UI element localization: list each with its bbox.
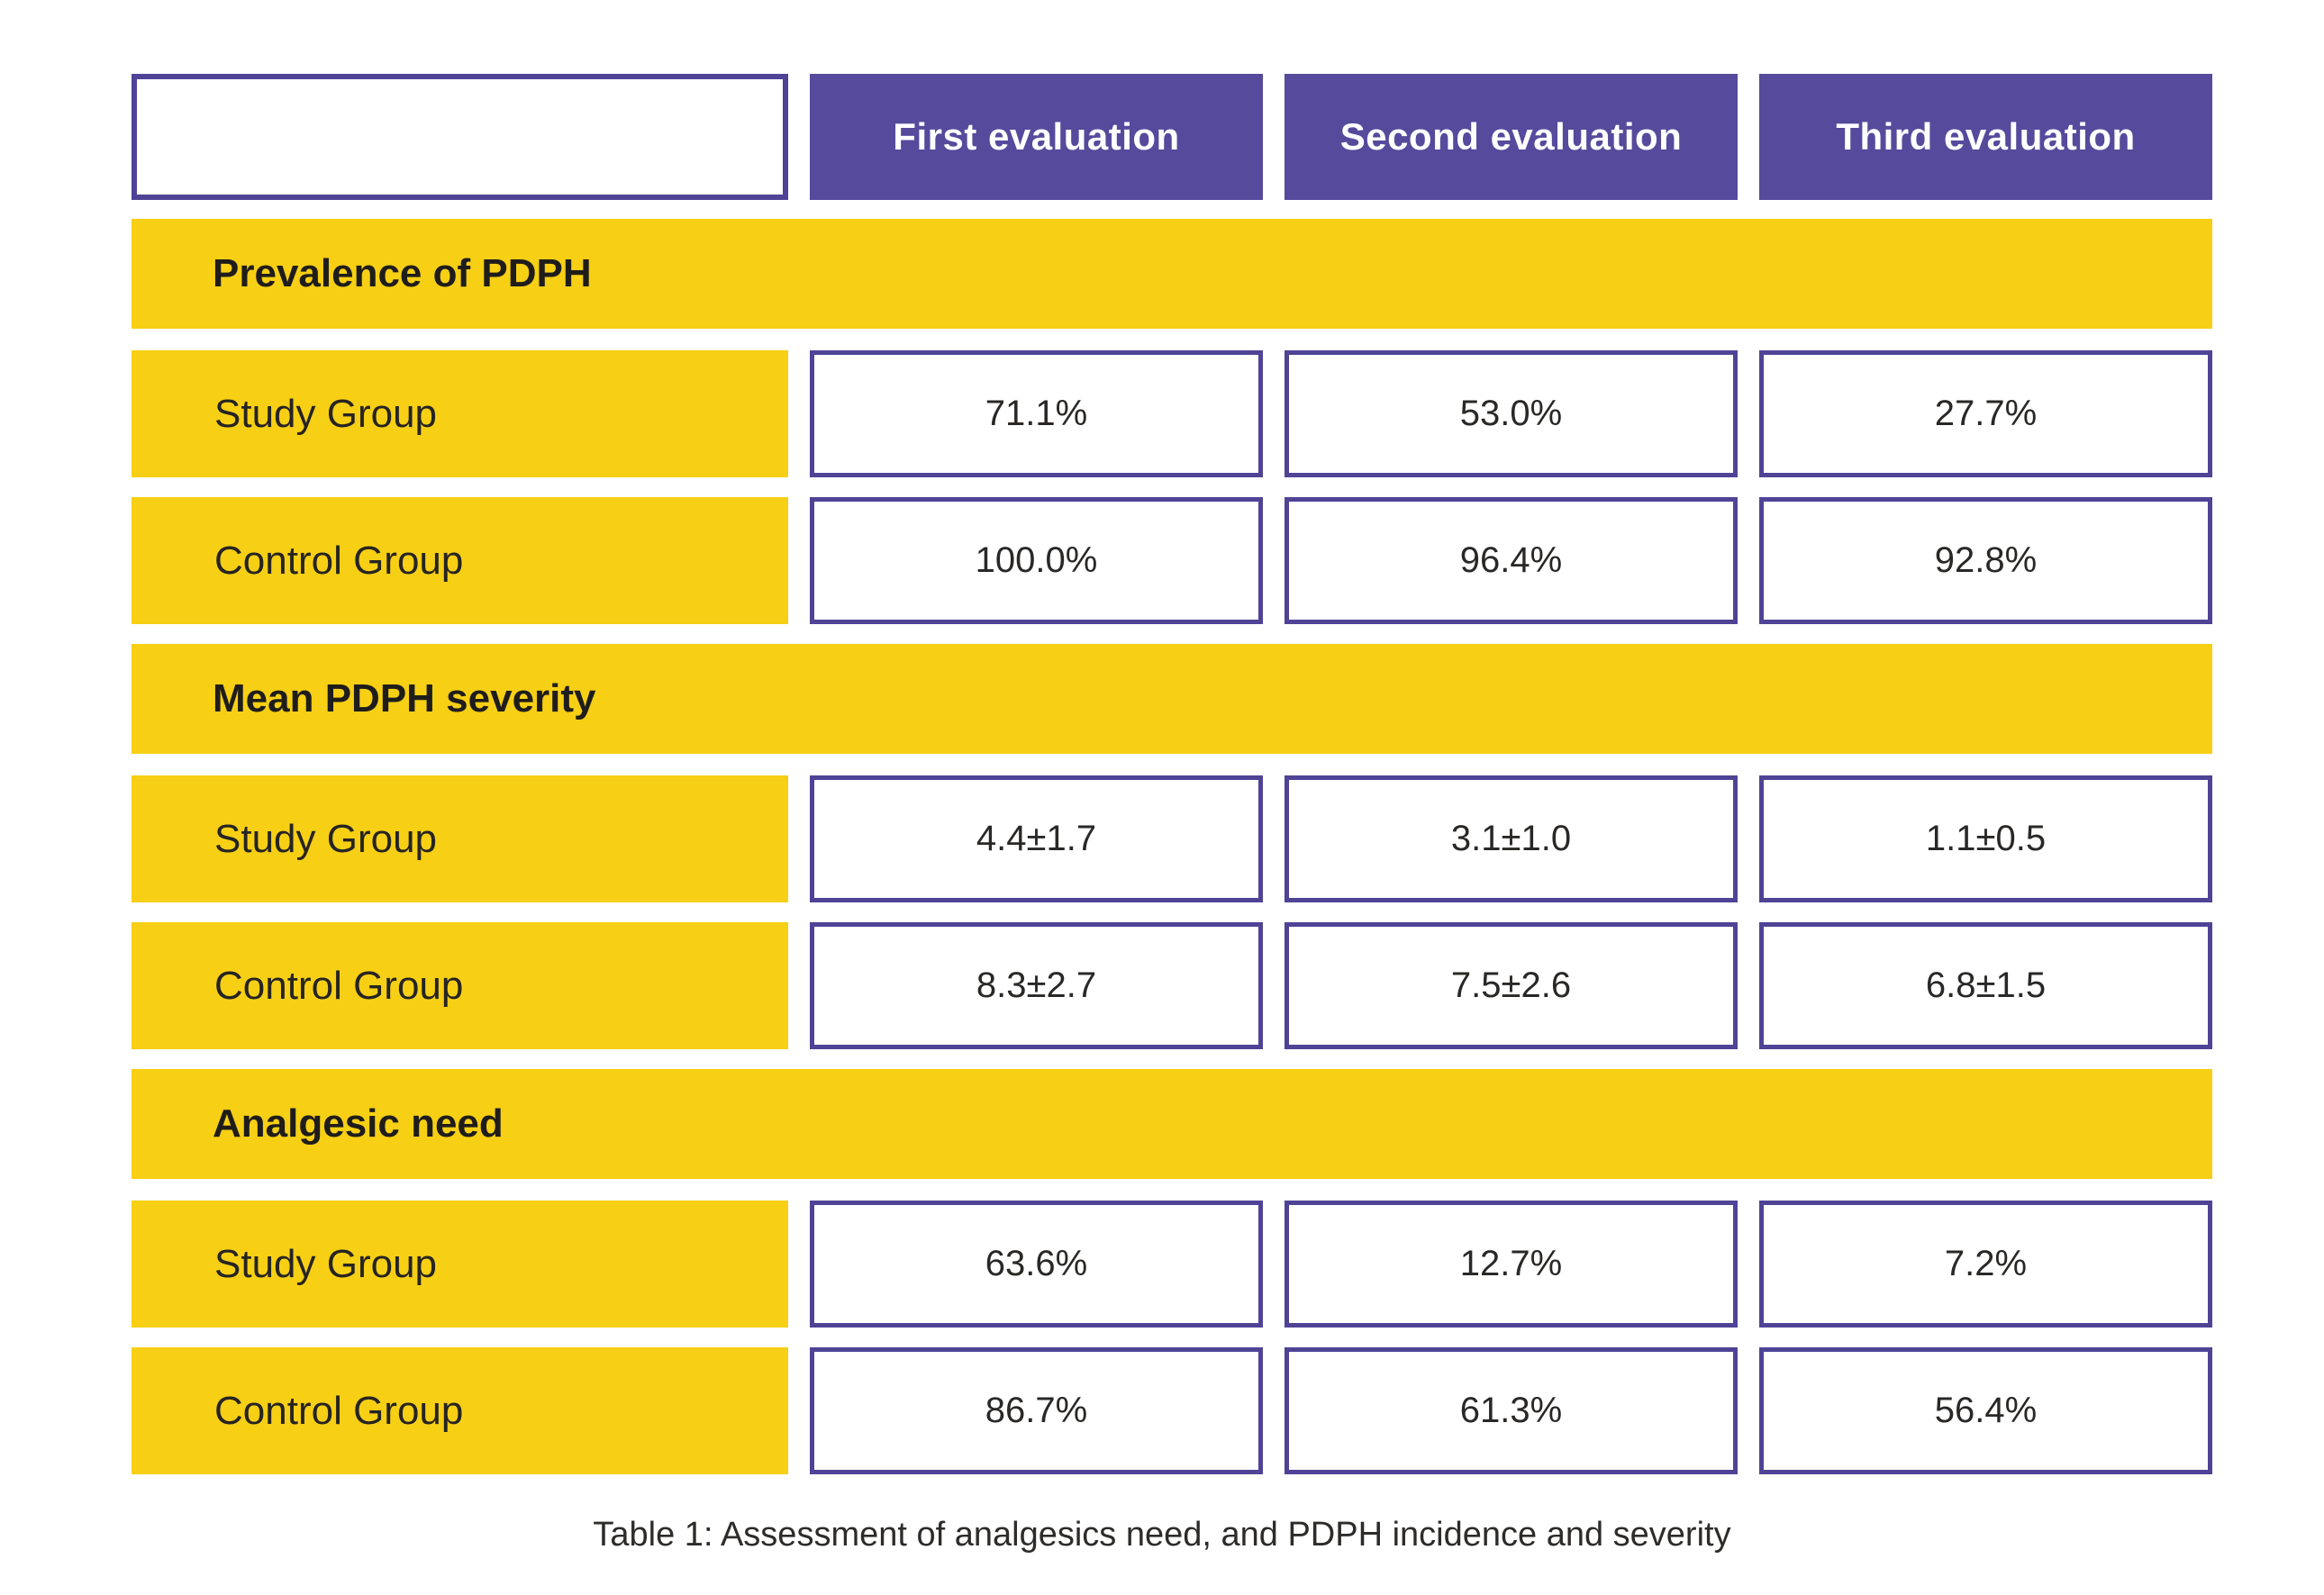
column-header-third-evaluation: Third evaluation	[1759, 74, 2212, 200]
data-cell: 86.7%	[810, 1347, 1263, 1474]
data-cell: 56.4%	[1759, 1347, 2212, 1474]
data-cell: 12.7%	[1285, 1201, 1738, 1328]
data-cell: 96.4%	[1285, 497, 1738, 624]
table-row-analgesic-study-group: Study Group 63.6% 12.7% 7.2%	[132, 1201, 2324, 1328]
table-row-severity-control-group: Control Group 8.3±2.7 7.5±2.6 6.8±1.5	[132, 922, 2324, 1049]
section-header-mean-pdph-severity: Mean PDPH severity	[132, 644, 2212, 754]
column-header-first-evaluation: First evaluation	[810, 74, 1263, 200]
data-cell: 3.1±1.0	[1285, 775, 1738, 902]
row-label: Control Group	[132, 497, 788, 624]
data-cell: 53.0%	[1285, 350, 1738, 477]
table-row-severity-study-group: Study Group 4.4±1.7 3.1±1.0 1.1±0.5	[132, 775, 2324, 902]
data-cell: 63.6%	[810, 1201, 1263, 1328]
table-row-prevalence-control-group: Control Group 100.0% 96.4% 92.8%	[132, 497, 2324, 624]
data-cell: 71.1%	[810, 350, 1263, 477]
data-cell: 1.1±0.5	[1759, 775, 2212, 902]
table-header-row: First evaluation Second evaluation Third…	[132, 74, 2324, 200]
row-label: Control Group	[132, 922, 788, 1049]
row-label: Study Group	[132, 1201, 788, 1328]
data-cell: 61.3%	[1285, 1347, 1738, 1474]
table-row-analgesic-control-group: Control Group 86.7% 61.3% 56.4%	[132, 1347, 2324, 1474]
section-header-analgesic-need: Analgesic need	[132, 1069, 2212, 1179]
column-header-second-evaluation: Second evaluation	[1285, 74, 1738, 200]
data-cell: 7.5±2.6	[1285, 922, 1738, 1049]
table-row-prevalence-study-group: Study Group 71.1% 53.0% 27.7%	[132, 350, 2324, 477]
data-cell: 6.8±1.5	[1759, 922, 2212, 1049]
row-label: Study Group	[132, 775, 788, 902]
data-cell: 27.7%	[1759, 350, 2212, 477]
row-label: Study Group	[132, 350, 788, 477]
data-cell: 100.0%	[810, 497, 1263, 624]
data-cell: 7.2%	[1759, 1201, 2212, 1328]
data-cell: 4.4±1.7	[810, 775, 1263, 902]
row-label: Control Group	[132, 1347, 788, 1474]
data-cell: 8.3±2.7	[810, 922, 1263, 1049]
section-header-prevalence-of-pdph: Prevalence of PDPH	[132, 219, 2212, 329]
table-caption: Table 1: Assessment of analgesics need, …	[593, 1516, 1731, 1554]
corner-empty-cell	[132, 74, 788, 200]
data-cell: 92.8%	[1759, 497, 2212, 624]
